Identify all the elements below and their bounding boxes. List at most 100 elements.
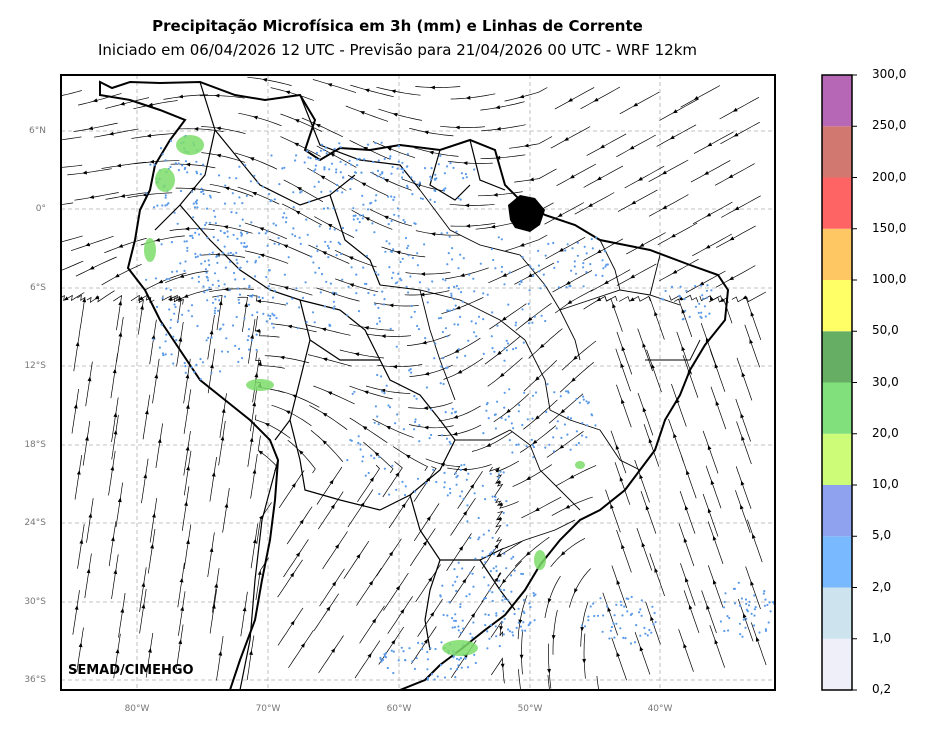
rain-cell — [190, 366, 193, 369]
streamline — [602, 592, 619, 636]
rain-cell — [502, 595, 505, 598]
streamline-arrow — [612, 303, 616, 309]
rain-cell — [582, 266, 585, 269]
streamline — [347, 489, 374, 528]
rain-cell — [201, 361, 205, 364]
rain-cell — [694, 305, 698, 308]
rain-cell — [494, 625, 497, 628]
rain-cell — [366, 208, 370, 211]
streamline-arrow — [465, 95, 471, 100]
heavy-rain-cell — [144, 238, 156, 262]
rain-cell — [552, 450, 556, 453]
streamline-arrow — [85, 435, 89, 441]
streamline — [410, 528, 436, 567]
rain-cell — [339, 160, 342, 163]
rain-cell — [195, 363, 198, 366]
rain-cell — [694, 285, 697, 288]
streamline-arrow — [486, 443, 492, 447]
rain-cell — [478, 536, 481, 539]
streamline-arrow — [560, 409, 566, 414]
streamline-arrow — [94, 295, 100, 300]
streamline-arrow — [729, 276, 734, 281]
rain-cell — [202, 285, 205, 288]
streamline-arrow — [709, 295, 714, 301]
rain-cell — [333, 305, 336, 308]
rain-cell — [490, 335, 493, 338]
rain-cell — [708, 312, 711, 315]
map-frame — [60, 74, 776, 691]
rain-cell — [168, 277, 171, 280]
rain-cell — [385, 240, 388, 243]
rain-cell — [494, 495, 497, 499]
rain-cell — [640, 614, 643, 617]
rain-cell — [556, 260, 560, 263]
rain-cell — [407, 244, 410, 247]
rain-cell — [194, 200, 197, 203]
streamline — [648, 194, 689, 217]
streamline-arrow — [322, 412, 328, 417]
rain-cell — [575, 443, 578, 447]
rain-cell — [493, 553, 496, 556]
streamline — [504, 87, 548, 102]
rain-cell — [457, 625, 460, 628]
rain-cell — [503, 406, 506, 409]
rain-cell — [413, 310, 416, 313]
rain-cell — [534, 391, 538, 394]
streamline-arrow — [383, 215, 389, 220]
rain-cell — [619, 600, 622, 603]
rain-cell — [229, 251, 232, 254]
rain-cell — [271, 312, 274, 315]
rain-cell — [521, 256, 524, 259]
streamline — [550, 537, 586, 568]
streamline — [176, 321, 184, 367]
streamline — [254, 414, 291, 439]
rain-cell — [330, 162, 334, 165]
rain-cell — [577, 441, 581, 445]
rain-cell — [559, 395, 562, 398]
streamline-arrow — [249, 157, 255, 161]
streamline-arrow — [116, 163, 122, 168]
rain-cell — [339, 171, 342, 174]
rain-cell — [402, 218, 405, 222]
rain-cell — [515, 626, 518, 630]
rain-cell — [243, 277, 246, 281]
rain-cell — [468, 593, 471, 596]
rain-cell — [266, 230, 269, 233]
streamline — [255, 350, 285, 369]
streamline-arrow — [395, 250, 401, 255]
streamline-arrow — [465, 224, 471, 228]
streamline — [668, 418, 684, 462]
streamline — [637, 328, 653, 372]
rain-cell — [216, 261, 219, 264]
lat-label: 18°S — [24, 440, 46, 450]
rain-cell — [315, 158, 318, 161]
rain-cell — [399, 277, 402, 280]
streamline-arrow — [534, 507, 540, 512]
rain-cell — [494, 427, 497, 430]
streamline — [139, 567, 147, 612]
streamline — [349, 385, 393, 400]
rain-cell — [211, 283, 214, 286]
streamline-arrow — [499, 372, 505, 378]
rain-cell — [213, 272, 217, 275]
streamline-arrow — [707, 508, 712, 514]
rain-cell — [233, 202, 236, 205]
streamline — [286, 506, 313, 545]
streamline-arrow — [117, 497, 122, 503]
streamline-arrow — [741, 435, 745, 441]
rain-cell — [418, 181, 421, 184]
streamline-arrow — [571, 377, 576, 382]
border-line — [179, 204, 341, 311]
streamline-arrow — [368, 580, 374, 586]
rain-cell — [152, 338, 155, 341]
rain-cell — [421, 197, 424, 200]
streamline-arrow — [669, 135, 675, 140]
rain-cell — [650, 631, 653, 634]
rain-cell — [494, 267, 497, 270]
streamline — [183, 430, 191, 476]
lat-label: 24°S — [24, 518, 46, 528]
rain-cell — [507, 415, 510, 418]
rain-cell — [384, 250, 387, 253]
streamline — [656, 124, 697, 147]
rain-cell — [436, 675, 439, 678]
